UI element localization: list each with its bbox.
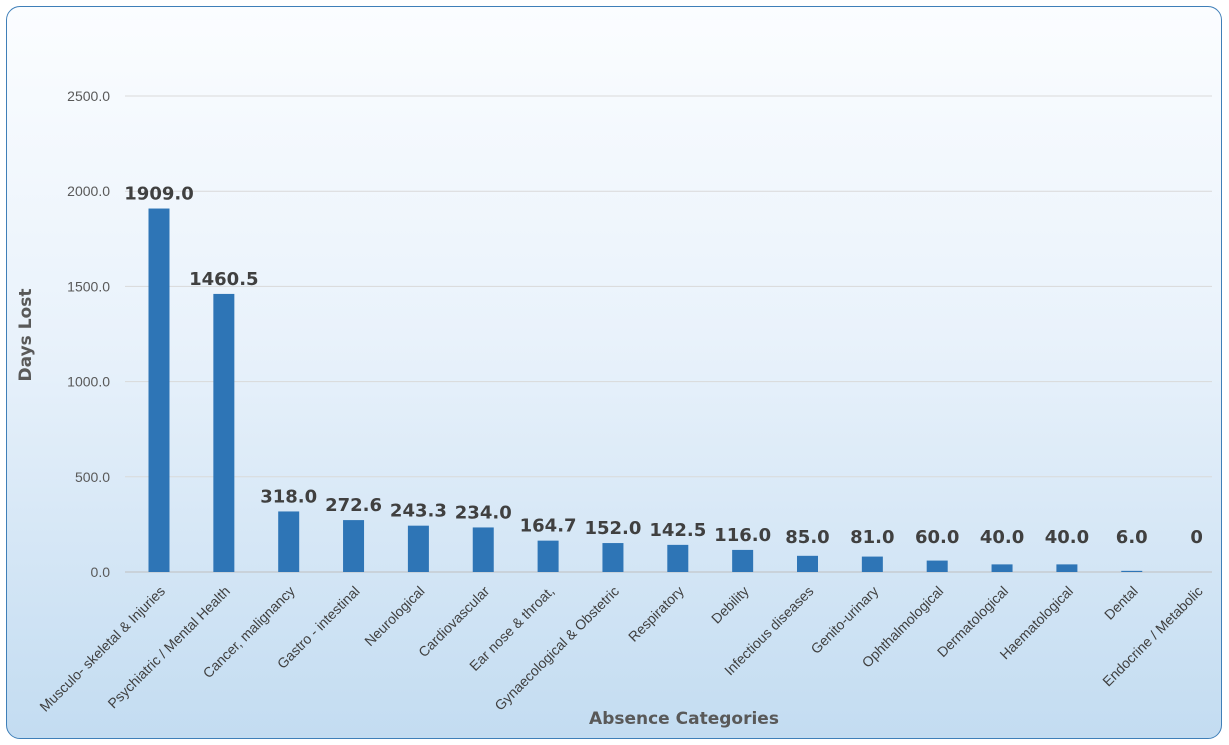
bar xyxy=(602,543,624,572)
chart-frame xyxy=(6,6,1222,739)
y-tick-label: 2500.0 xyxy=(67,88,110,104)
y-axis-ticks: 0.0 500.0 1000.0 1500.0 2000.0 2500.0 xyxy=(67,88,110,580)
data-label: 40.0 xyxy=(980,527,1024,548)
y-tick-label: 1000.0 xyxy=(67,374,110,390)
x-tick-label: Gynaecological & Obstetric xyxy=(491,583,622,714)
data-label: 142.5 xyxy=(649,520,706,541)
bar xyxy=(1056,564,1078,572)
data-label: 1460.5 xyxy=(189,269,258,290)
data-label: 60.0 xyxy=(915,527,959,548)
data-label: 234.0 xyxy=(455,502,512,523)
y-tick-label: 2000.0 xyxy=(67,183,110,199)
bar xyxy=(797,555,818,572)
x-axis-title: Absence Categories xyxy=(589,709,779,729)
data-label: 81.0 xyxy=(850,527,894,548)
data-label: 40.0 xyxy=(1045,527,1089,548)
bar xyxy=(732,549,754,572)
data-label: 0 xyxy=(1190,527,1203,548)
x-tick-label: Dental xyxy=(1101,583,1141,623)
data-labels: 1909.0 1460.5 318.0 272.6 243.3 234.0 164.7 152… xyxy=(124,184,1203,548)
data-label: 272.6 xyxy=(325,495,382,516)
bar xyxy=(472,527,494,572)
bar xyxy=(991,564,1013,572)
gridlines xyxy=(125,95,1212,573)
data-label: 164.7 xyxy=(520,516,577,537)
bar xyxy=(213,293,235,572)
bars xyxy=(148,208,1143,572)
bar xyxy=(667,544,689,572)
data-label: 6.0 xyxy=(1116,527,1148,548)
y-tick-label: 0.0 xyxy=(91,564,111,580)
data-label: 1909.0 xyxy=(124,184,193,205)
x-tick-label: Neurological xyxy=(361,583,427,649)
bar xyxy=(861,556,883,572)
x-tick-label: Musculo- skeletal & Injuries xyxy=(36,583,168,715)
bar xyxy=(926,560,948,572)
x-tick-label: Genito-urinary xyxy=(807,583,881,657)
x-tick-label: Debility xyxy=(708,583,752,627)
data-label: 152.0 xyxy=(584,518,641,539)
x-tick-label: Psychiatric / Mental Health xyxy=(104,583,233,712)
data-label: 85.0 xyxy=(785,527,829,548)
y-axis-title: Days Lost xyxy=(16,289,36,382)
y-tick-label: 500.0 xyxy=(75,469,110,485)
bar xyxy=(148,208,170,572)
data-label: 116.0 xyxy=(714,525,771,546)
bar xyxy=(1121,570,1143,572)
bar xyxy=(407,525,429,572)
data-label: 318.0 xyxy=(260,486,317,507)
bar xyxy=(278,511,300,572)
x-tick-label: Respiratory xyxy=(625,583,687,645)
bar xyxy=(537,540,559,572)
x-axis-categories: Musculo- skeletal & InjuriesPsychiatric … xyxy=(36,583,1205,715)
bar xyxy=(343,520,365,572)
y-tick-label: 1500.0 xyxy=(67,278,110,294)
data-label: 243.3 xyxy=(390,501,447,522)
